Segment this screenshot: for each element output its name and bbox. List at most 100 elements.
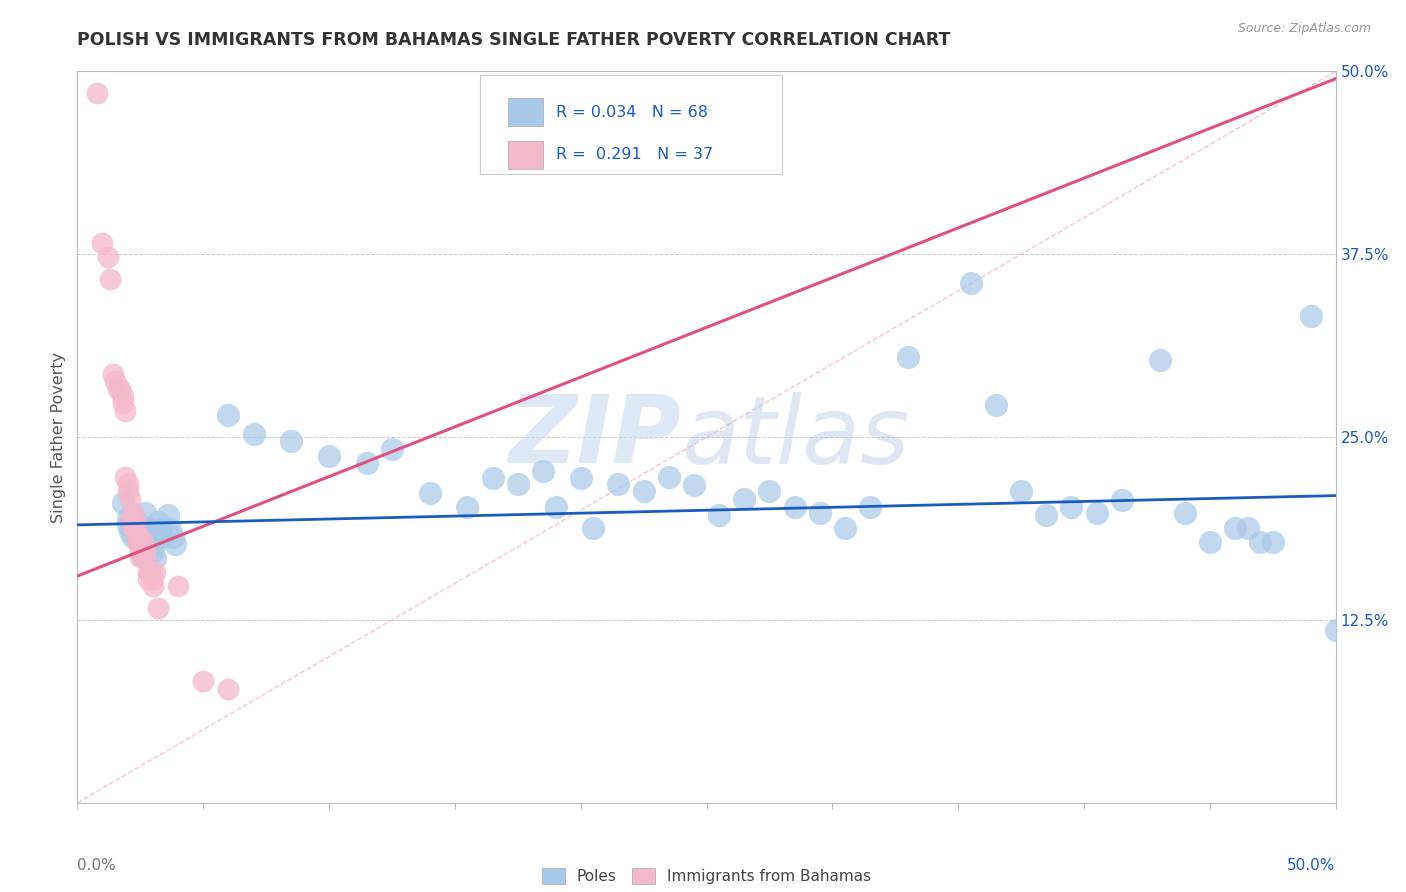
Text: Source: ZipAtlas.com: Source: ZipAtlas.com (1237, 22, 1371, 36)
Point (834, 521, 856, 535)
Point (356, 457, 378, 471)
Point (91, 235, 114, 250)
Text: ZIP: ZIP (509, 391, 682, 483)
Text: 50.0%: 50.0% (1288, 858, 1336, 872)
Text: R =  0.291   N = 37: R = 0.291 N = 37 (555, 147, 713, 162)
Point (156, 508, 179, 522)
Point (707, 508, 730, 522)
Point (127, 528, 149, 542)
Point (142, 537, 165, 551)
Point (582, 521, 605, 535)
Point (481, 471, 503, 485)
Point (142, 544, 165, 558)
Text: 0.0%: 0.0% (77, 858, 117, 872)
Point (139, 530, 162, 544)
Point (191, 674, 215, 689)
Legend: Poles, Immigrants from Bahamas: Poles, Immigrants from Bahamas (536, 862, 877, 890)
Point (129, 535, 152, 549)
Point (124, 513, 146, 527)
Point (96, 250, 118, 264)
Point (139, 565, 162, 579)
Point (897, 350, 920, 364)
Y-axis label: Single Father Poverty: Single Father Poverty (51, 351, 66, 523)
Point (111, 389, 134, 403)
Point (101, 367, 124, 381)
Point (129, 549, 152, 564)
Point (1035, 508, 1057, 522)
Point (1223, 521, 1246, 535)
Point (121, 521, 143, 535)
Point (121, 506, 143, 520)
Point (134, 506, 156, 520)
Point (152, 530, 174, 544)
Point (136, 521, 159, 535)
Point (419, 485, 441, 500)
Point (114, 403, 136, 417)
Point (120, 513, 142, 527)
Point (120, 525, 142, 540)
Point (136, 572, 159, 586)
Point (117, 484, 139, 499)
Point (121, 530, 143, 544)
Point (217, 408, 239, 422)
Point (129, 528, 152, 542)
FancyBboxPatch shape (479, 75, 782, 174)
Point (280, 434, 302, 449)
Point (108, 382, 131, 396)
Text: atlas: atlas (682, 392, 910, 483)
Point (544, 500, 567, 515)
Point (124, 521, 146, 535)
Point (1111, 493, 1133, 508)
Point (1060, 500, 1083, 515)
Point (1299, 309, 1322, 323)
Point (132, 535, 155, 549)
Point (1350, 638, 1372, 652)
Point (1249, 535, 1271, 549)
Point (569, 471, 592, 485)
Point (107, 382, 129, 396)
Text: POLISH VS IMMIGRANTS FROM BAHAMAS SINGLE FATHER POVERTY CORRELATION CHART: POLISH VS IMMIGRANTS FROM BAHAMAS SINGLE… (77, 31, 950, 49)
Point (146, 515, 169, 529)
Point (758, 484, 780, 499)
Point (318, 449, 340, 463)
Point (146, 601, 169, 615)
Point (136, 565, 159, 579)
Point (633, 484, 655, 499)
Point (167, 579, 190, 593)
Point (111, 396, 134, 410)
Point (456, 500, 478, 515)
Point (683, 478, 706, 492)
Point (134, 549, 156, 564)
Point (86, 87, 108, 101)
Point (1149, 352, 1171, 367)
Point (114, 469, 136, 483)
Point (117, 476, 139, 491)
Point (159, 522, 181, 536)
Point (1400, 513, 1406, 527)
Point (124, 513, 146, 527)
Point (104, 375, 127, 389)
Text: R = 0.034   N = 68: R = 0.034 N = 68 (555, 105, 707, 120)
Point (129, 542, 152, 557)
Point (127, 535, 149, 549)
Point (111, 496, 134, 510)
Point (658, 469, 681, 483)
Point (1085, 506, 1108, 520)
Point (531, 464, 554, 478)
Point (98, 272, 121, 286)
Point (143, 565, 166, 579)
Point (1010, 484, 1032, 499)
Point (1236, 521, 1258, 535)
Point (242, 427, 264, 442)
Point (607, 476, 630, 491)
Point (117, 510, 139, 524)
Point (1261, 535, 1284, 549)
Point (117, 517, 139, 532)
FancyBboxPatch shape (508, 98, 543, 127)
Point (165, 537, 187, 551)
Point (149, 522, 172, 536)
Point (783, 500, 806, 515)
Point (733, 491, 755, 506)
Point (506, 476, 529, 491)
Point (984, 398, 1007, 412)
